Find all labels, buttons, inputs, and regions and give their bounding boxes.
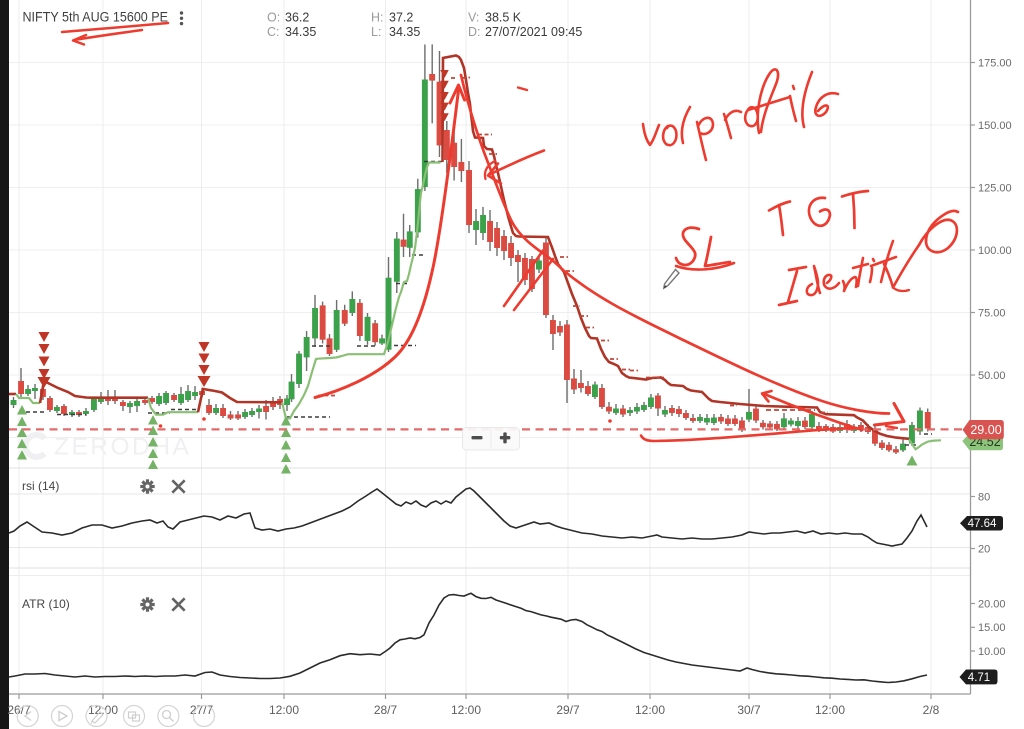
svg-text:75.00: 75.00 [978, 307, 1006, 319]
svg-text:36.2: 36.2 [285, 11, 309, 25]
svg-text:L:: L: [371, 25, 381, 39]
svg-text:100.00: 100.00 [978, 245, 1012, 257]
svg-text:10.00: 10.00 [978, 646, 1006, 658]
svg-text:H:: H: [371, 11, 384, 25]
svg-text:175.00: 175.00 [978, 57, 1012, 69]
svg-text:28/7: 28/7 [374, 703, 398, 717]
svg-text:150.00: 150.00 [978, 120, 1012, 132]
svg-text:ZERODHA: ZERODHA [54, 434, 191, 461]
svg-text:NIFTY 5th AUG 15600 PE: NIFTY 5th AUG 15600 PE [23, 10, 169, 25]
svg-text:34.35: 34.35 [285, 25, 316, 39]
svg-text:12:00: 12:00 [88, 703, 118, 717]
svg-text:4.71: 4.71 [968, 672, 990, 684]
svg-text:C:: C: [267, 25, 280, 39]
svg-text:D:: D: [468, 25, 481, 39]
svg-text:80: 80 [978, 491, 990, 503]
svg-text:15.00: 15.00 [978, 622, 1006, 634]
svg-text:29.00: 29.00 [970, 423, 1001, 437]
svg-text:125.00: 125.00 [978, 182, 1012, 194]
svg-text:V:: V: [468, 11, 479, 25]
svg-text:47.64: 47.64 [968, 518, 997, 530]
svg-text:O:: O: [267, 11, 280, 25]
svg-text:rsi (14): rsi (14) [22, 479, 59, 493]
svg-text:27/07/2021 09:45: 27/07/2021 09:45 [485, 25, 582, 39]
svg-text:12:00: 12:00 [269, 703, 299, 717]
svg-text:30/7: 30/7 [737, 703, 761, 717]
svg-text:38.5 K: 38.5 K [485, 11, 522, 25]
svg-text:20.00: 20.00 [978, 598, 1006, 610]
svg-text:37.2: 37.2 [389, 11, 413, 25]
svg-text:12:00: 12:00 [635, 703, 665, 717]
svg-text:34.35: 34.35 [389, 25, 420, 39]
svg-text:2/8: 2/8 [923, 703, 940, 717]
svg-text:12:00: 12:00 [451, 703, 481, 717]
svg-text:29/7: 29/7 [556, 703, 580, 717]
svg-text:12:00: 12:00 [815, 703, 845, 717]
svg-text:20: 20 [978, 543, 990, 555]
svg-text:ATR (10): ATR (10) [22, 597, 70, 611]
svg-text:50.00: 50.00 [978, 370, 1006, 382]
